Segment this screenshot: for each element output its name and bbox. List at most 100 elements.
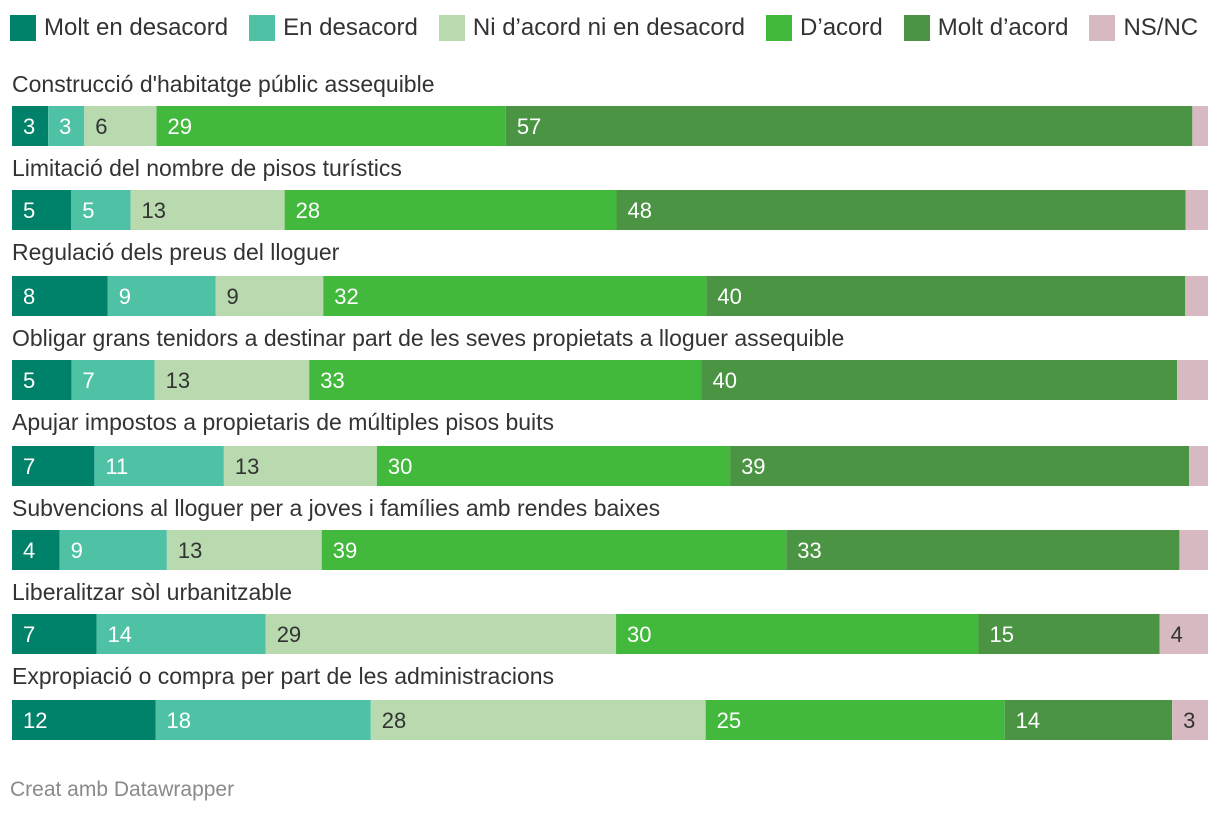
data-label: 7 bbox=[23, 622, 35, 647]
data-label: 3 bbox=[59, 114, 71, 139]
bar-segment bbox=[12, 700, 156, 740]
bar-segment bbox=[616, 614, 979, 654]
row-label: Obligar grans tenidors a destinar part d… bbox=[12, 325, 844, 351]
data-label: 6 bbox=[95, 114, 107, 139]
bar-segment bbox=[730, 446, 1190, 486]
bar-segment bbox=[166, 530, 322, 570]
bar-segment bbox=[154, 360, 310, 400]
legend-item: Molt en desacord bbox=[10, 14, 228, 42]
data-label: 39 bbox=[333, 538, 357, 563]
bar-segment bbox=[12, 446, 95, 486]
data-label: 5 bbox=[23, 368, 35, 393]
bar-segment bbox=[1172, 700, 1208, 740]
data-label: 3 bbox=[23, 114, 35, 139]
data-label: 30 bbox=[388, 454, 412, 479]
legend-label: Ni d’acord ni en desacord bbox=[472, 14, 746, 41]
bar-segment bbox=[71, 360, 155, 400]
data-label: 13 bbox=[235, 454, 259, 479]
row-label: Construcció d'habitatge públic assequibl… bbox=[12, 71, 435, 97]
bar-segment bbox=[376, 446, 731, 486]
row-label: Subvencions al lloguer per a joves i fam… bbox=[12, 495, 660, 521]
row-label: Apujar impostos a propietaris de múltipl… bbox=[12, 409, 554, 435]
legend-swatch bbox=[438, 15, 465, 41]
data-label: 33 bbox=[320, 368, 344, 393]
bar-segment bbox=[130, 190, 285, 230]
bar-segment bbox=[215, 276, 324, 316]
data-label: 5 bbox=[82, 198, 94, 223]
data-label: 48 bbox=[628, 198, 652, 223]
bar-segment bbox=[701, 360, 1178, 400]
bar-segment bbox=[12, 190, 72, 230]
bar-segment bbox=[1177, 360, 1208, 400]
bar-segment bbox=[94, 446, 224, 486]
bar-segment bbox=[156, 106, 506, 146]
data-label: 4 bbox=[23, 538, 35, 563]
legend-label: En desacord bbox=[283, 14, 418, 41]
data-label: 29 bbox=[277, 622, 301, 647]
legend-item: En desacord bbox=[249, 14, 418, 42]
data-label: 9 bbox=[119, 284, 131, 309]
bar-segment bbox=[265, 614, 617, 654]
data-label: 9 bbox=[71, 538, 83, 563]
bar-segment bbox=[84, 106, 157, 146]
stacked-bar-chart: Construcció d'habitatge públic assequibl… bbox=[12, 71, 1208, 740]
data-label: 32 bbox=[334, 284, 358, 309]
data-label: 28 bbox=[382, 708, 406, 733]
bar-segment bbox=[616, 190, 1186, 230]
data-label: 40 bbox=[717, 284, 741, 309]
legend-swatch bbox=[903, 15, 930, 41]
data-label: 9 bbox=[227, 284, 239, 309]
bar-segment bbox=[12, 106, 49, 146]
bar-segment bbox=[107, 276, 216, 316]
row-label: Expropiació o compra per part de les adm… bbox=[12, 663, 554, 689]
bar-segment bbox=[71, 190, 131, 230]
data-label: 4 bbox=[1171, 622, 1183, 647]
bar-segment bbox=[155, 700, 371, 740]
bar-segment bbox=[706, 276, 1186, 316]
data-label: 3 bbox=[1183, 708, 1195, 733]
data-label: 30 bbox=[627, 622, 651, 647]
legend-swatch bbox=[766, 15, 793, 41]
bar-segment bbox=[786, 530, 1180, 570]
legend-label: Molt en desacord bbox=[44, 14, 229, 41]
legend-label: Molt d’acord bbox=[937, 14, 1069, 41]
data-label: 12 bbox=[23, 708, 47, 733]
bar-segment bbox=[705, 700, 1005, 740]
data-label: 7 bbox=[82, 368, 94, 393]
data-label: 18 bbox=[167, 708, 191, 733]
data-label: 25 bbox=[717, 708, 741, 733]
data-label: 39 bbox=[741, 454, 765, 479]
data-label: 14 bbox=[1016, 708, 1040, 733]
bar-segment bbox=[1185, 190, 1208, 230]
data-label: 5 bbox=[23, 198, 35, 223]
bar-segment bbox=[284, 190, 617, 230]
bar-segment bbox=[223, 446, 377, 486]
row-label: Liberalitzar sòl urbanitzable bbox=[12, 579, 292, 605]
bar-segment bbox=[12, 360, 72, 400]
bar-segment bbox=[96, 614, 266, 654]
data-label: 13 bbox=[166, 368, 190, 393]
bar-segment bbox=[1004, 700, 1173, 740]
data-label: 29 bbox=[168, 114, 192, 139]
bar-segment bbox=[1159, 614, 1208, 654]
legend-item: Molt d’acord bbox=[903, 14, 1069, 42]
bar-segment bbox=[978, 614, 1160, 654]
bar-segment bbox=[12, 614, 97, 654]
data-label: 8 bbox=[23, 284, 35, 309]
row-label: Regulació dels preus del lloguer bbox=[12, 239, 340, 265]
bar-segment bbox=[505, 106, 1193, 146]
row-label: Limitació del nombre de pisos turístics bbox=[12, 155, 402, 181]
footer-credit: Creat amb Datawrapper bbox=[10, 778, 235, 801]
bar-segment bbox=[309, 360, 702, 400]
bar-segment bbox=[12, 276, 108, 316]
legend-label: NS/NC bbox=[1123, 14, 1199, 41]
bar-segment bbox=[12, 530, 60, 570]
bar-segment bbox=[48, 106, 85, 146]
legend-swatch bbox=[249, 15, 276, 41]
data-label: 13 bbox=[142, 198, 166, 223]
chart-legend: Molt en desacord En desacord Ni d’acord ni… bbox=[10, 12, 1219, 44]
legend-item: D’acord bbox=[766, 14, 883, 42]
legend-swatch bbox=[1089, 15, 1116, 41]
bar-segment bbox=[1189, 446, 1208, 486]
data-label: 28 bbox=[296, 198, 320, 223]
